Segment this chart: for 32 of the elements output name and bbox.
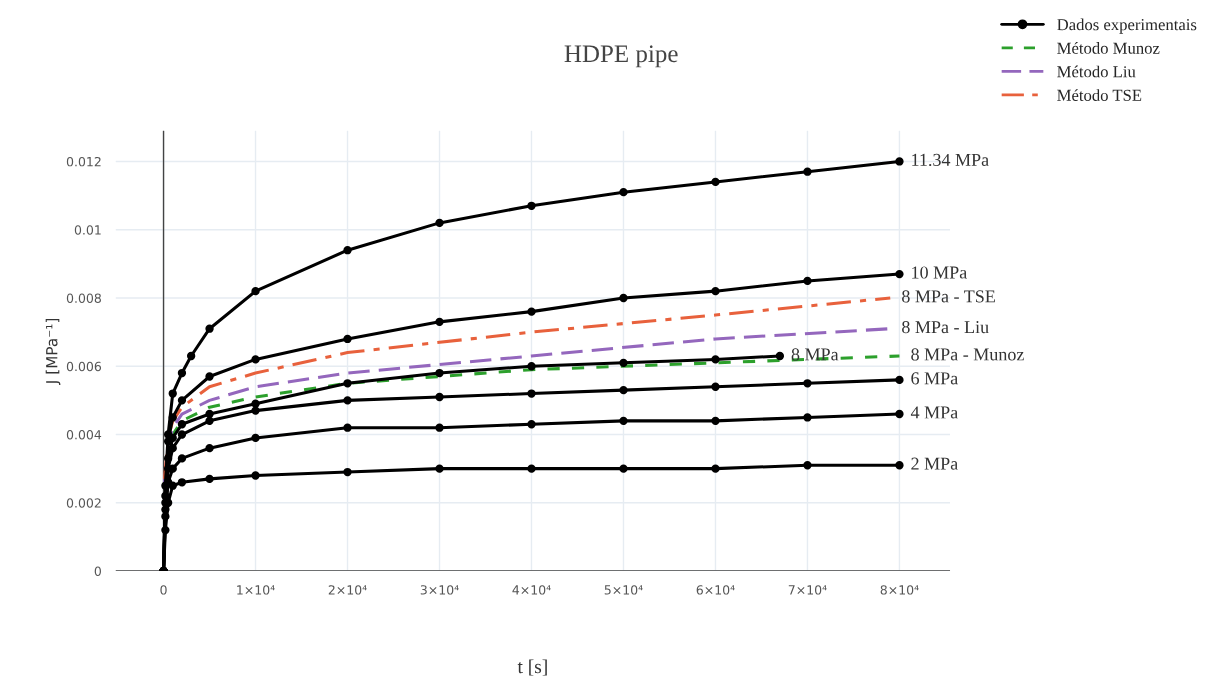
annotation: 4 MPa <box>910 406 958 419</box>
legend-label: Método Liu <box>1057 65 1136 78</box>
y-tick-label: 0.008 <box>66 293 101 303</box>
y-tick-label: 0.002 <box>66 498 101 508</box>
x-tick-label: 7×10⁴ <box>788 585 827 595</box>
x-tick-label: 6×10⁴ <box>696 585 735 595</box>
annotation: 6 MPa <box>911 372 958 385</box>
x-tick-label: 4×10⁴ <box>512 585 551 595</box>
annotation: 8 MPa - Liu <box>902 321 989 334</box>
y-tick-label: 0.01 <box>74 225 101 235</box>
x-tick-label: 8×10⁴ <box>880 585 919 595</box>
legend-label: Método Munoz <box>1057 42 1160 54</box>
x-tick-label: 0 <box>160 585 167 595</box>
annotation: 8 MPa - Munoz <box>911 348 1024 361</box>
annotation: 8 MPa - TSE <box>902 290 995 303</box>
y-tick-label: 0.006 <box>66 361 102 372</box>
annotation: 11.34 MPa <box>912 153 989 167</box>
x-tick-label: 5×10⁴ <box>604 585 643 595</box>
legend-label: Método TSE <box>1057 89 1142 101</box>
x-axis-title: t [s] <box>517 659 547 676</box>
y-tick-label: 0.012 <box>66 156 101 167</box>
x-tick-label: 2×10⁴ <box>328 585 367 595</box>
annotation: 8 MPa <box>791 348 839 361</box>
x-tick-label: 3×10⁴ <box>420 585 459 595</box>
y-axis-title: J [MPa⁻¹] <box>45 318 61 385</box>
x-tick-label: 1×10⁴ <box>237 585 275 595</box>
legend-label: Dados experimentais <box>1057 18 1197 34</box>
chart-title: HDPE pipe <box>564 45 678 68</box>
y-tick-label: 0 <box>94 566 101 576</box>
annotation: 10 MPa <box>912 266 967 279</box>
annotation: 2 MPa <box>911 457 958 470</box>
y-tick-label: 0.004 <box>66 429 102 440</box>
